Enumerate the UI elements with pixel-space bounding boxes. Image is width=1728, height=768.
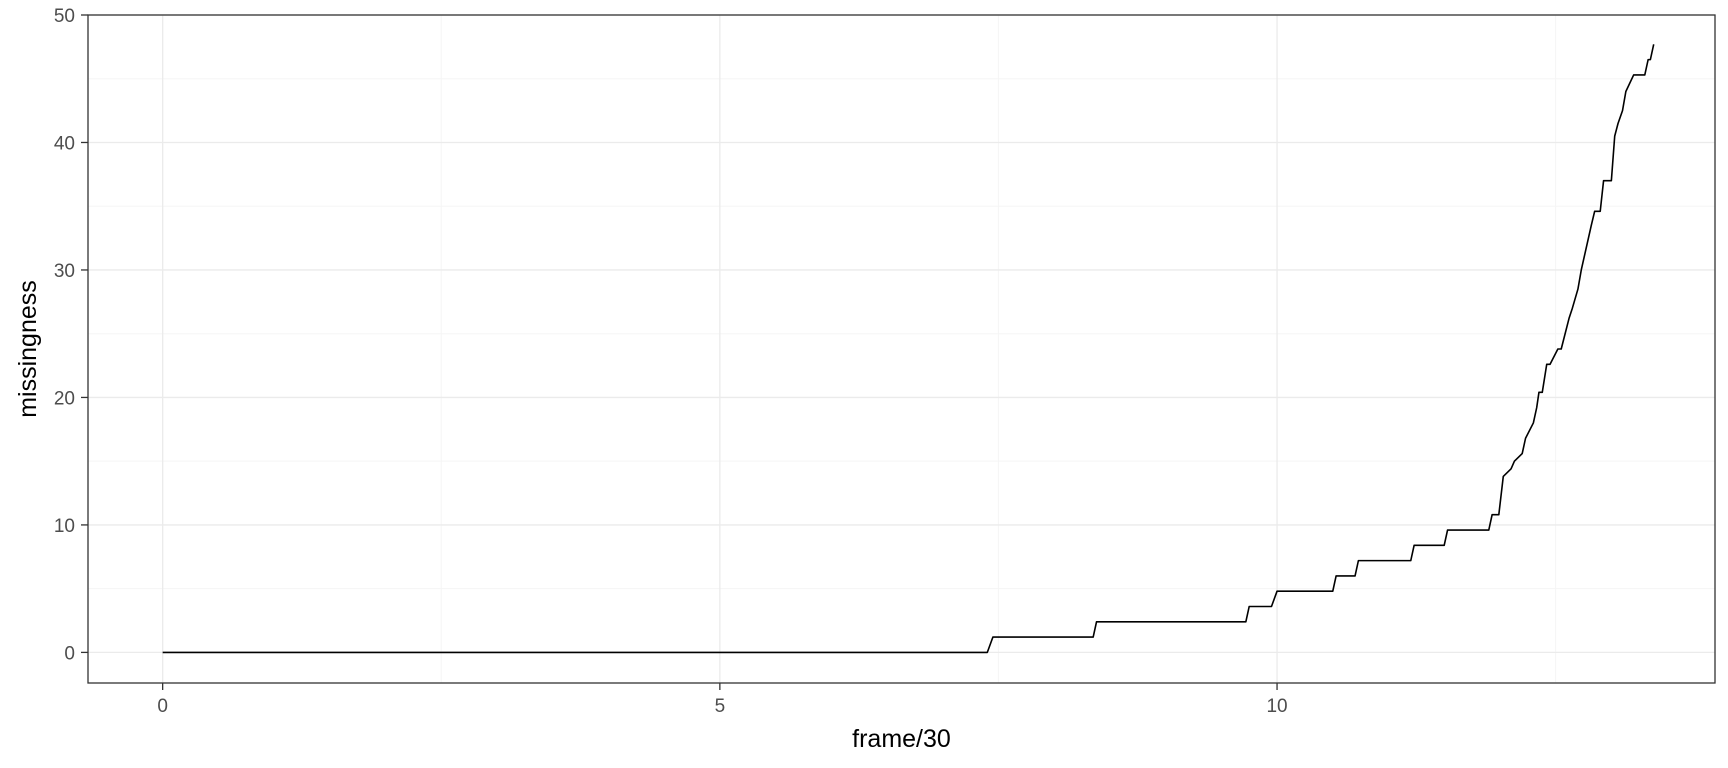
- plot-panel: [87, 14, 1716, 684]
- series-layer: [162, 44, 1655, 654]
- series-line: [162, 44, 1655, 654]
- panel-background: [88, 15, 1715, 683]
- x-tick-label: 0: [157, 696, 168, 717]
- panel-border: [87, 14, 1716, 684]
- y-tick-label: 10: [54, 516, 75, 537]
- x-axis-title: frame/30: [852, 725, 951, 753]
- x-tick-label: 10: [1266, 696, 1287, 717]
- y-tick-label: 30: [54, 261, 75, 282]
- y-tick-label: 0: [64, 643, 75, 664]
- y-axis-title: missingness: [14, 280, 42, 418]
- grid: [88, 14, 1715, 683]
- y-tick-label: 50: [54, 6, 75, 27]
- axes: 0 5 10 0 10 20 30 40 50: [54, 6, 1288, 717]
- x-tick-label: 5: [715, 696, 726, 717]
- y-tick-label: 40: [54, 133, 75, 154]
- y-tick-label: 20: [54, 388, 75, 409]
